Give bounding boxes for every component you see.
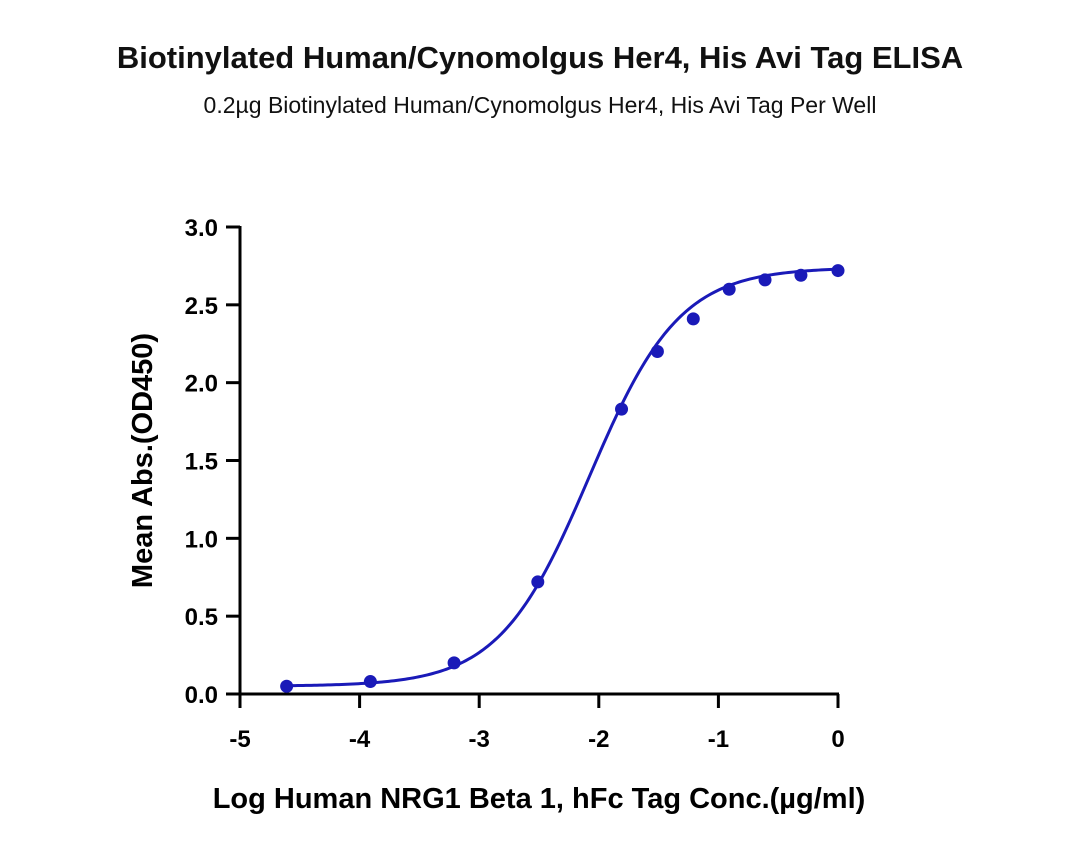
- data-point: [722, 282, 736, 296]
- data-point: [831, 264, 845, 278]
- x-tick-label: -3: [469, 726, 490, 753]
- x-tick-label: -4: [349, 726, 371, 753]
- data-point: [531, 575, 545, 589]
- fit-curve: [286, 267, 839, 688]
- chart-subtitle: 0.2µg Biotinylated Human/Cynomolgus Her4…: [203, 92, 877, 118]
- y-tick-label: 1.0: [185, 526, 218, 553]
- x-axis-title: Log Human NRG1 Beta 1, hFc Tag Conc.(µg/…: [213, 783, 866, 815]
- axes: [238, 226, 839, 696]
- data-point: [363, 675, 377, 689]
- y-tick-label: 2.5: [185, 293, 218, 320]
- data-points: [280, 264, 845, 693]
- data-point: [447, 656, 461, 670]
- x-axis-ticks: -5 -4 -3 -2 -1 0: [229, 694, 845, 753]
- data-point: [615, 402, 629, 416]
- x-tick-label: -2: [588, 726, 609, 753]
- x-tick-label: -5: [229, 726, 250, 753]
- x-tick-label: 0: [831, 726, 844, 753]
- x-tick-label: -1: [708, 726, 729, 753]
- y-axis-ticks: 0.0 0.5 1.0 1.5 2.0 2.5 3.0: [185, 215, 240, 709]
- y-tick-label: 0.5: [185, 604, 218, 631]
- y-tick-label: 3.0: [185, 215, 218, 242]
- data-point: [794, 268, 808, 282]
- data-point: [686, 312, 700, 326]
- y-axis-title: Mean Abs.(OD450): [127, 333, 159, 588]
- data-point: [650, 345, 664, 359]
- y-tick-label: 1.5: [185, 449, 218, 476]
- chart-title: Biotinylated Human/Cynomolgus Her4, His …: [116, 40, 964, 75]
- y-tick-label: 2.0: [185, 371, 218, 398]
- y-tick-label: 0.0: [185, 682, 218, 709]
- data-point: [758, 273, 772, 287]
- data-point: [280, 679, 294, 693]
